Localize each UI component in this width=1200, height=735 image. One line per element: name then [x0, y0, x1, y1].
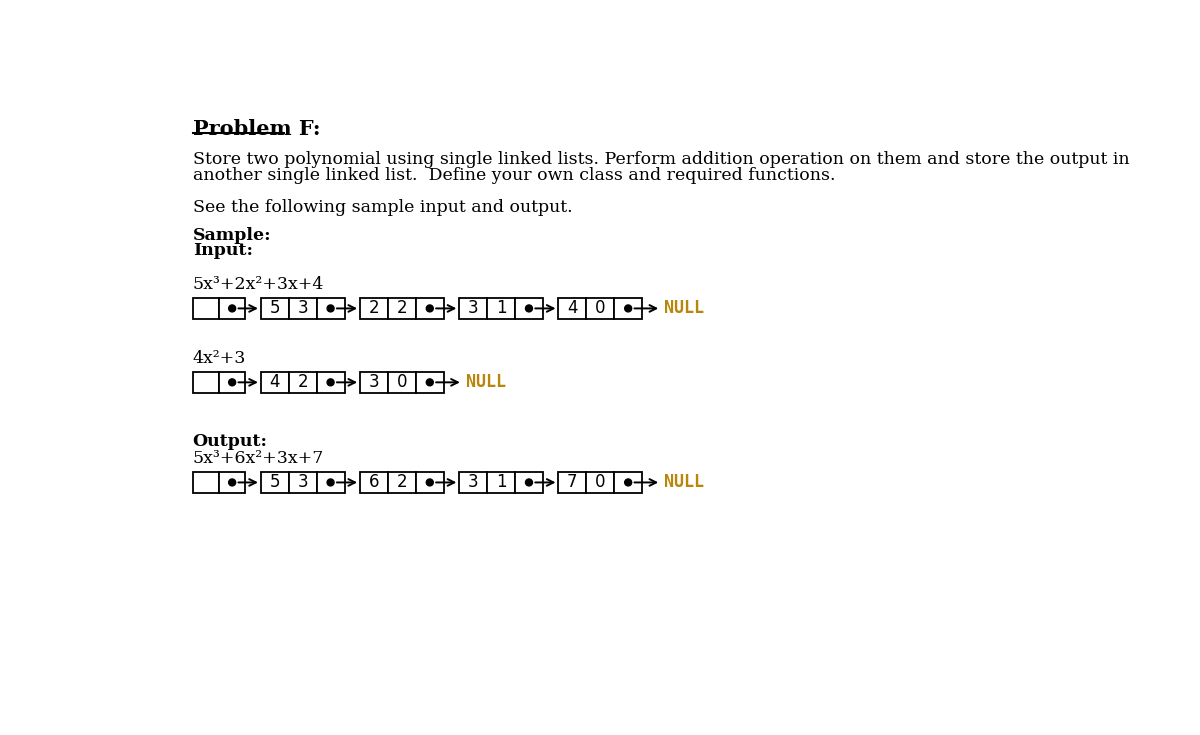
Text: 1: 1: [496, 299, 506, 318]
Bar: [193, 472, 218, 493]
Bar: [218, 298, 245, 319]
Bar: [360, 472, 388, 493]
Bar: [193, 372, 218, 393]
Bar: [317, 372, 344, 393]
Bar: [260, 298, 289, 319]
Bar: [416, 298, 444, 319]
Text: 5x³+2x²+3x+4: 5x³+2x²+3x+4: [193, 276, 324, 293]
Circle shape: [526, 479, 533, 486]
Circle shape: [426, 379, 433, 386]
Bar: [388, 372, 416, 393]
Bar: [289, 372, 317, 393]
Text: Input:: Input:: [193, 243, 253, 259]
Bar: [416, 472, 444, 493]
Bar: [317, 298, 344, 319]
Circle shape: [426, 479, 433, 486]
Bar: [360, 372, 388, 393]
Bar: [218, 372, 245, 393]
Circle shape: [328, 305, 334, 312]
Text: Problem F:: Problem F:: [193, 119, 320, 139]
Text: 4: 4: [270, 373, 280, 391]
Bar: [289, 472, 317, 493]
Bar: [587, 298, 614, 319]
Circle shape: [229, 479, 235, 486]
Text: 2: 2: [396, 473, 407, 492]
Bar: [317, 472, 344, 493]
Text: 5x³+6x²+3x+7: 5x³+6x²+3x+7: [193, 450, 324, 467]
Bar: [515, 472, 542, 493]
Text: 3: 3: [298, 299, 308, 318]
Bar: [289, 298, 317, 319]
Text: 2: 2: [298, 373, 308, 391]
Bar: [218, 472, 245, 493]
Text: 3: 3: [368, 373, 379, 391]
Text: 0: 0: [595, 299, 606, 318]
Text: Store two polynomial using single linked lists. Perform addition operation on th: Store two polynomial using single linked…: [193, 151, 1129, 168]
Bar: [416, 372, 444, 393]
Circle shape: [625, 479, 631, 486]
Bar: [587, 472, 614, 493]
Text: 5: 5: [270, 299, 280, 318]
Bar: [260, 372, 289, 393]
Bar: [487, 298, 515, 319]
Bar: [193, 298, 218, 319]
Text: 3: 3: [468, 299, 479, 318]
Text: Output:: Output:: [193, 433, 268, 450]
Circle shape: [229, 305, 235, 312]
Circle shape: [625, 305, 631, 312]
Text: 3: 3: [298, 473, 308, 492]
Bar: [388, 472, 416, 493]
Bar: [460, 472, 487, 493]
Bar: [614, 298, 642, 319]
Bar: [614, 472, 642, 493]
Bar: [388, 298, 416, 319]
Circle shape: [229, 379, 235, 386]
Text: 0: 0: [595, 473, 606, 492]
Text: NULL: NULL: [665, 473, 704, 492]
Text: 3: 3: [468, 473, 479, 492]
Text: 4x²+3: 4x²+3: [193, 350, 246, 367]
Text: 7: 7: [568, 473, 577, 492]
Text: See the following sample input and output.: See the following sample input and outpu…: [193, 199, 572, 216]
Circle shape: [328, 379, 334, 386]
Bar: [515, 298, 542, 319]
Text: 1: 1: [496, 473, 506, 492]
Text: 2: 2: [396, 299, 407, 318]
Bar: [558, 298, 587, 319]
Text: another single linked list.  Define your own class and required functions.: another single linked list. Define your …: [193, 167, 835, 184]
Bar: [558, 472, 587, 493]
Bar: [487, 472, 515, 493]
Circle shape: [426, 305, 433, 312]
Text: 4: 4: [568, 299, 577, 318]
Text: Sample:: Sample:: [193, 227, 271, 244]
Text: NULL: NULL: [665, 299, 704, 318]
Text: 2: 2: [368, 299, 379, 318]
Bar: [260, 472, 289, 493]
Circle shape: [328, 479, 334, 486]
Text: 5: 5: [270, 473, 280, 492]
Text: 0: 0: [397, 373, 407, 391]
Text: NULL: NULL: [466, 373, 506, 391]
Circle shape: [526, 305, 533, 312]
Bar: [360, 298, 388, 319]
Bar: [460, 298, 487, 319]
Text: 6: 6: [368, 473, 379, 492]
